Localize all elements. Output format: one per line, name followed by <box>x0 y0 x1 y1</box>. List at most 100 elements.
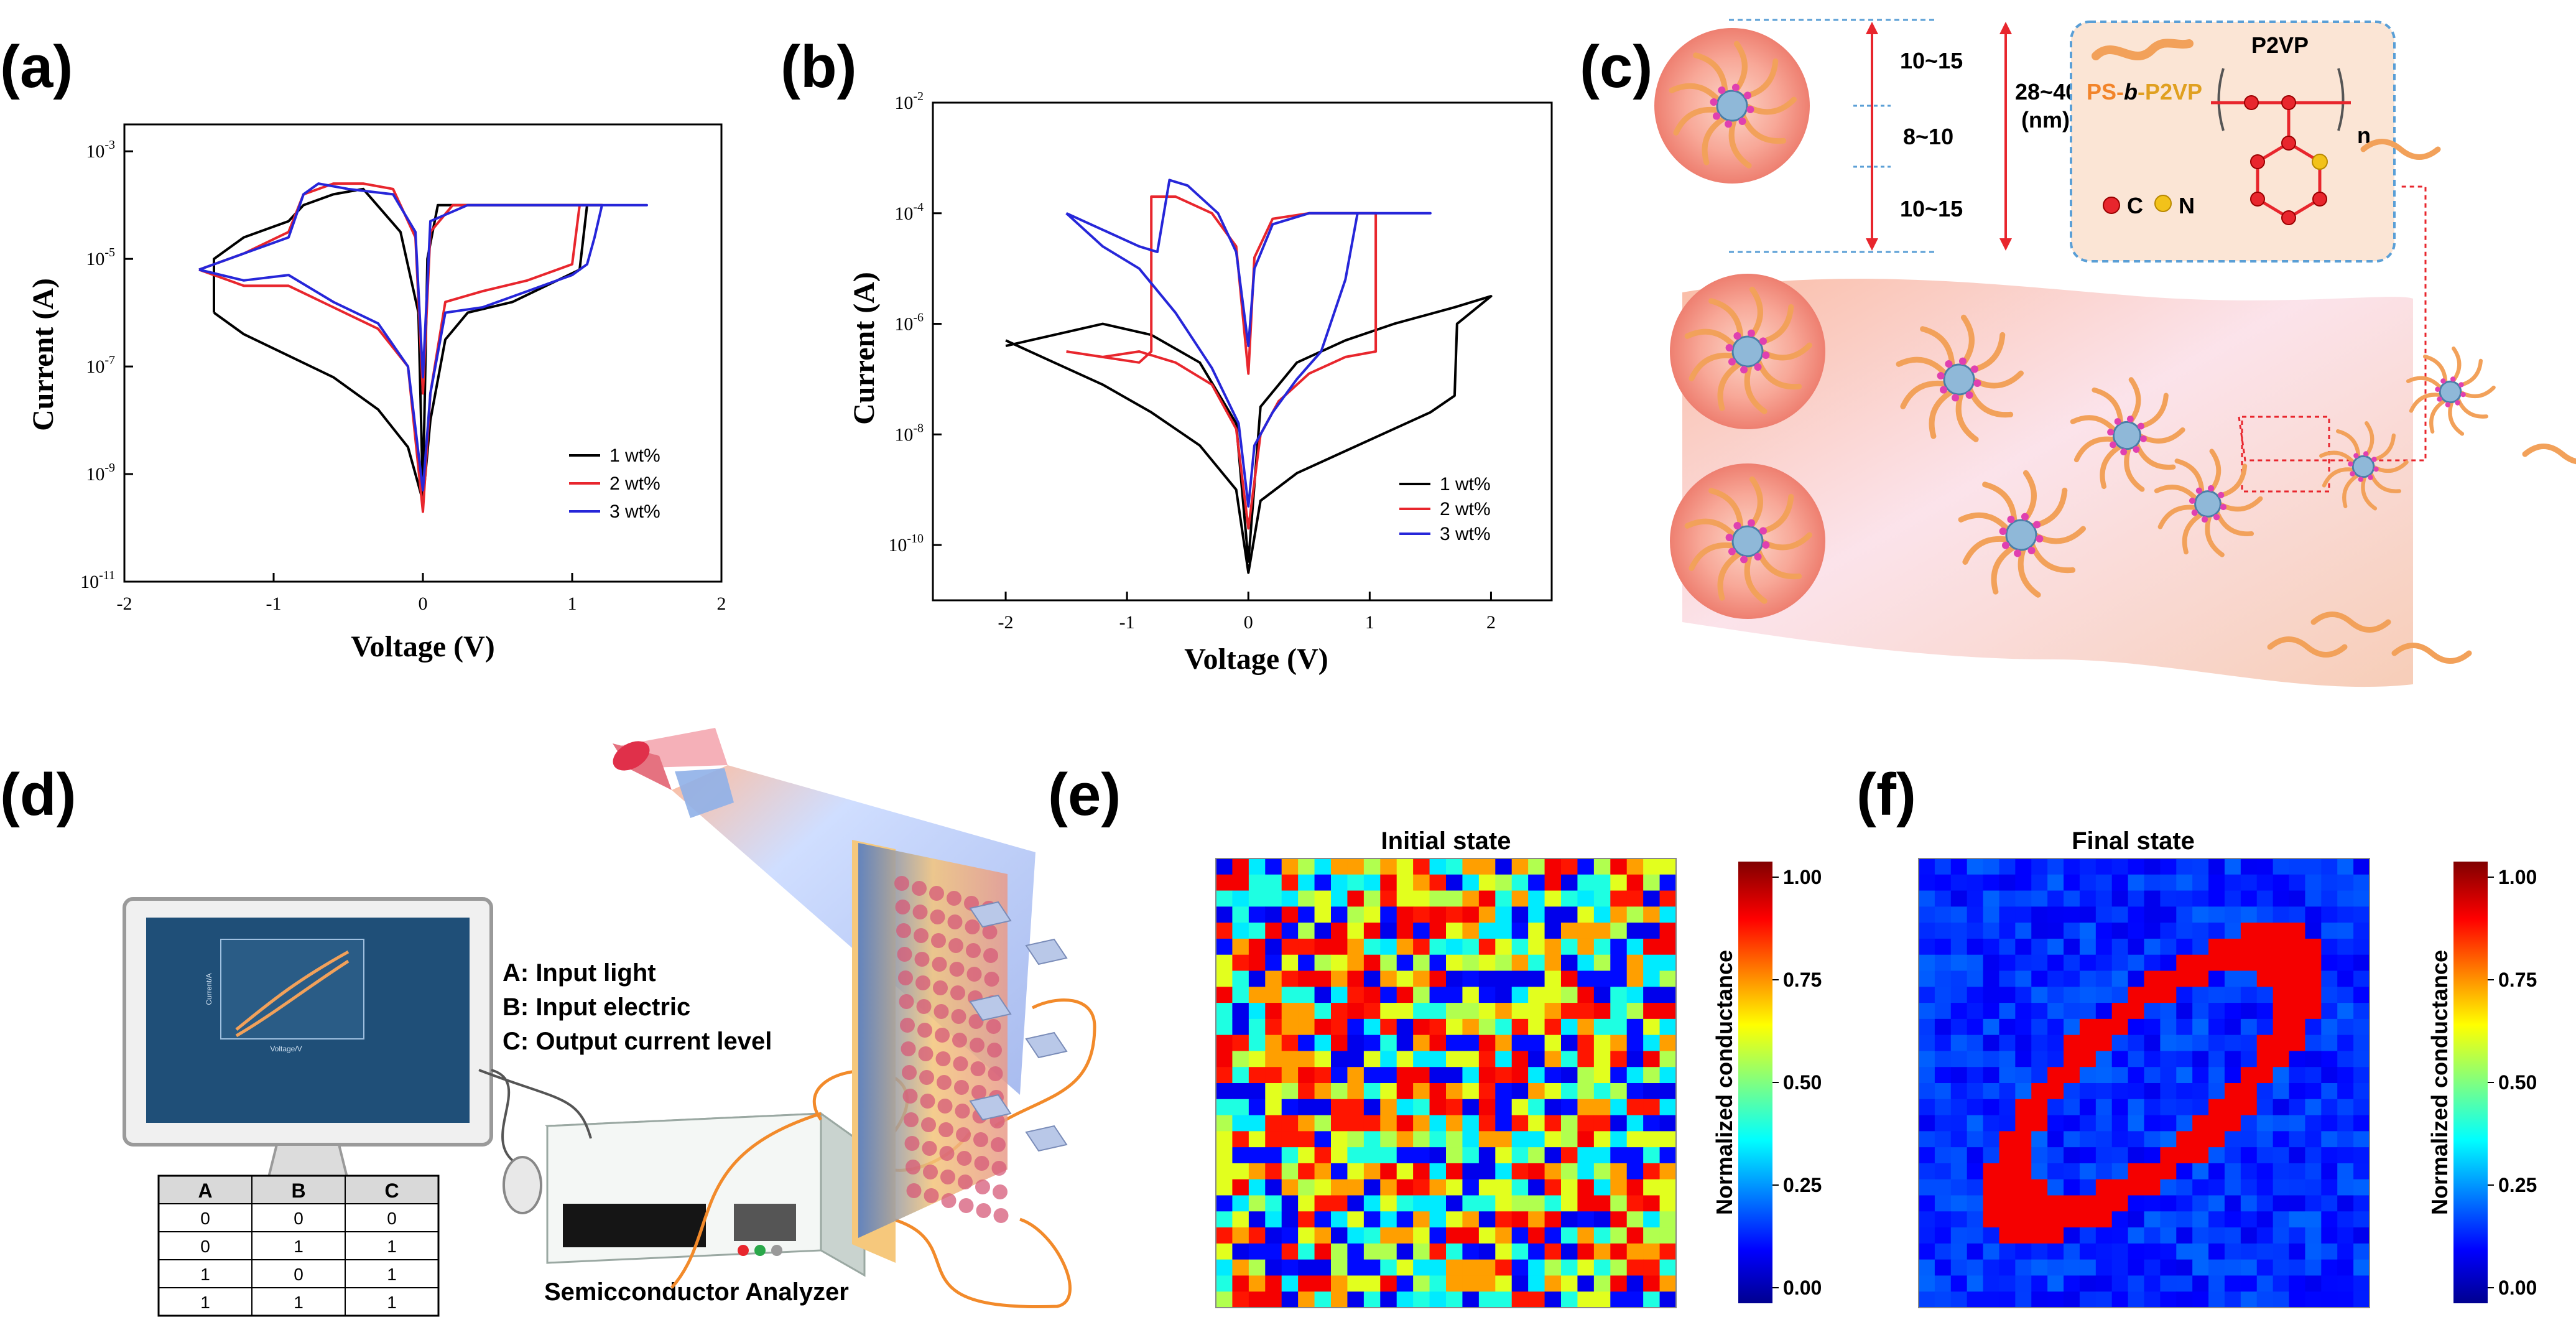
heatmap-cell <box>2289 1115 2306 1132</box>
x-tick-label: 1 <box>1365 612 1374 633</box>
heatmap-cell <box>1380 1163 1397 1180</box>
ligand-atom <box>2435 386 2440 393</box>
heatmap-cell <box>2208 1291 2225 1308</box>
heatmap-cell <box>1265 1243 1282 1260</box>
heatmap-cell <box>2144 1018 2161 1036</box>
dim-label-shell-top: 10~15 <box>1900 48 1963 73</box>
heatmap-cell <box>1314 1275 1332 1292</box>
heatmap-cell <box>2144 874 2161 891</box>
heatmap-cell <box>2031 1003 2048 1020</box>
heatmap-cell <box>1281 1003 1299 1020</box>
polymer-chain <box>2070 415 2118 434</box>
mouse-cable <box>491 1069 517 1165</box>
heatmap-cell <box>1577 858 1595 875</box>
heatmap-cell <box>2224 954 2241 972</box>
heatmap-cell <box>1347 1035 1364 1052</box>
heatmap-cell <box>1298 1275 1315 1292</box>
heatmap-cell <box>2095 858 2113 875</box>
heatmap-cell <box>1265 1083 1282 1100</box>
heatmap-cell <box>2128 1018 2145 1036</box>
heatmap-cell <box>1314 1051 1332 1068</box>
heatmap-cell <box>1232 858 1249 875</box>
heatmap-cell <box>2353 1067 2370 1084</box>
heatmap-cell <box>2176 858 2193 875</box>
heatmap-cell <box>2160 1259 2177 1277</box>
heatmap-cell <box>1462 1163 1480 1180</box>
polymer-chain <box>2073 436 2118 463</box>
heatmap-cell <box>1544 1259 1562 1277</box>
polymer-chain <box>1900 381 1949 409</box>
heatmap-cell <box>1626 1035 1644 1052</box>
heatmap-cell <box>2289 987 2306 1003</box>
heatmap-cell <box>1561 954 1578 972</box>
heatmap-cell <box>1659 858 1677 875</box>
heatmap-cell <box>1659 1067 1677 1084</box>
heatmap-cell <box>1610 1243 1628 1260</box>
heatmap-cell <box>2144 954 2161 972</box>
ligand-atom <box>1958 357 1967 365</box>
heatmap-cell <box>1363 1291 1381 1308</box>
heatmap-cell <box>2337 1227 2354 1244</box>
heatmap-cell <box>2047 1083 2064 1100</box>
heatmap-cell <box>1298 923 1315 939</box>
heatmap-cell <box>1314 1147 1332 1164</box>
heatmap-cell <box>2079 1131 2096 1148</box>
heatmap-cell <box>1331 874 1348 891</box>
heatmap-cell <box>2064 954 2080 972</box>
heatmap-cell <box>1331 954 1348 972</box>
heatmap-cell <box>2176 890 2193 907</box>
heatmap-cell <box>2289 1179 2306 1196</box>
heatmap-cell <box>1429 906 1447 923</box>
heatmap-cell <box>2160 923 2177 939</box>
heatmap-cell <box>1446 1243 1463 1260</box>
y-tick-label: 10-6 <box>894 311 924 335</box>
heatmap-cell <box>1610 1099 1628 1116</box>
heatmap-cell <box>1380 1115 1397 1132</box>
memristor-cell <box>920 1094 935 1109</box>
heatmap-cell <box>2047 1211 2064 1228</box>
heatmap-cell <box>2064 1243 2080 1260</box>
heatmap-cell <box>1934 1115 1952 1132</box>
heatmap-cell <box>1999 923 2016 939</box>
heatmap-cell <box>1232 1099 1249 1116</box>
heatmap-cell <box>2240 987 2258 1003</box>
heatmap-cell <box>1446 1067 1463 1084</box>
heatmap-cell <box>1446 890 1463 907</box>
nanoparticle-core <box>2005 519 2037 551</box>
heatmap-cell <box>2273 1195 2290 1212</box>
heatmap-cell <box>1999 1099 2016 1116</box>
dim-label-unit: (nm) <box>2021 107 2070 133</box>
heatmap-cell <box>1216 970 1233 987</box>
heatmap-cell <box>2064 1115 2080 1132</box>
heatmap-cell <box>1216 1163 1233 1180</box>
atom-legend-n-dot <box>2154 195 2172 212</box>
heatmap-cell <box>2111 1115 2129 1132</box>
heatmap-cell <box>1950 923 1968 939</box>
heatmap-cell <box>1967 1147 1984 1164</box>
heatmap-cell <box>1429 1179 1447 1196</box>
heatmap-cell <box>2079 890 2096 907</box>
heatmap-cell <box>1331 1067 1348 1084</box>
heatmap-cell <box>1967 970 1984 987</box>
heatmap-cell <box>2224 938 2241 956</box>
heatmap-cell <box>2305 987 2322 1003</box>
heatmap-cell <box>2015 1035 2032 1052</box>
heatmap-cell <box>2321 1211 2338 1228</box>
heatmap-cell <box>1232 1243 1249 1260</box>
memristor-cell <box>919 1070 934 1085</box>
heatmap-cell <box>2047 1003 2064 1020</box>
memristor-cell <box>986 1019 1001 1034</box>
heatmap-cell <box>1478 1067 1496 1084</box>
heatmap-cell <box>2321 938 2338 956</box>
ligand-atom <box>1725 120 1733 128</box>
heatmap-cell <box>2160 1099 2177 1116</box>
memristor-cell <box>984 972 999 987</box>
heatmap-cell <box>1967 1243 1984 1260</box>
heatmap-cell <box>1478 1115 1496 1132</box>
heatmap-cell <box>1983 906 2000 923</box>
heatmap-cell <box>1298 987 1315 1003</box>
heatmap-cell <box>1363 1035 1381 1052</box>
heatmap-cell <box>2144 1003 2161 1020</box>
heatmap-cell <box>1429 1147 1447 1164</box>
memristor-cell <box>935 1028 950 1043</box>
